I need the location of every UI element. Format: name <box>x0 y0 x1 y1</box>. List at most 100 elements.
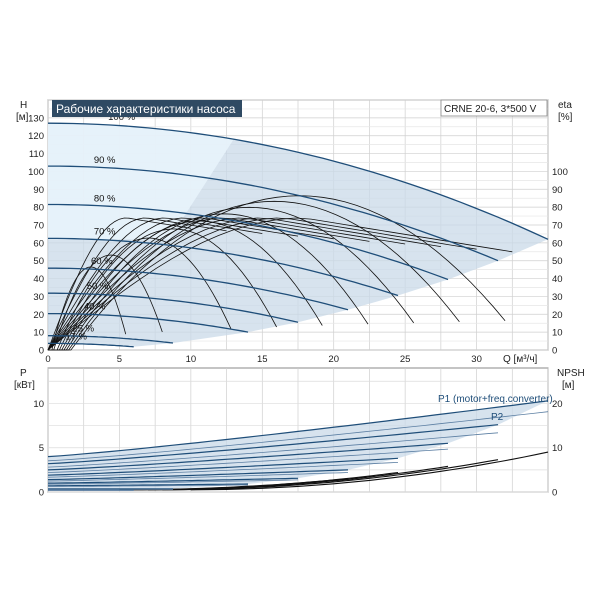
speed-labels: 100 % 90 % 80 % 70 % 60 % 50 % 40 % 25 %17 % <box>65 112 135 342</box>
efficiency-curve <box>48 195 506 351</box>
head-curve <box>48 237 399 297</box>
power-p1-curve <box>47 457 399 476</box>
power-p1-curve <box>48 483 249 487</box>
y-tick-label: 50 <box>33 256 44 267</box>
npsh-tick-label: 20 <box>552 399 563 410</box>
efficiency-curve-thin <box>47 217 191 351</box>
p-axis-label: P <box>20 368 27 379</box>
legend-p2: P2 <box>491 412 504 423</box>
power-curves <box>47 400 549 491</box>
head-curve <box>48 267 349 311</box>
y2-tick-label: 20 <box>552 310 563 321</box>
efficiency-curve-thin <box>47 217 441 351</box>
y2-tick-label: 10 <box>552 328 563 339</box>
y2-tick-label: 70 <box>552 221 563 232</box>
power-envelope <box>48 400 548 491</box>
y-tick-label: 20 <box>33 310 44 321</box>
p-axis-unit: [кВт] <box>14 380 35 391</box>
y-axis-label: H <box>20 100 27 111</box>
power-p2-curve <box>47 432 499 468</box>
title-background <box>52 100 242 117</box>
speed-label: 17 % <box>65 331 87 342</box>
p-tick-label: 0 <box>39 488 44 499</box>
y2-tick-label: 40 <box>552 274 563 285</box>
speed-label: 100 % <box>108 112 135 123</box>
x-axis-unit: Q [м³/ч] <box>503 354 538 365</box>
y2-axis-label: eta <box>558 100 572 111</box>
y2-tick-label: 30 <box>552 292 563 303</box>
npsh-curves <box>119 451 549 491</box>
y2-tick-label: 60 <box>552 238 563 249</box>
y2-tick-label: 80 <box>552 203 563 214</box>
y-tick-label: 30 <box>33 292 44 303</box>
npsh-axis-label: NPSH <box>557 368 585 379</box>
y-tick-label: 10 <box>33 328 44 339</box>
y-axis-unit: [м] <box>16 112 29 123</box>
efficiency-curve-thin <box>47 217 370 351</box>
head-curve <box>48 292 299 323</box>
efficiency-curve-thin <box>47 217 477 351</box>
x-tick-label: 30 <box>471 354 482 365</box>
x-tick-label: 0 <box>45 354 50 365</box>
y-tick-label: 110 <box>29 149 44 160</box>
npsh-curve <box>190 451 549 491</box>
speed-label: 70 % <box>94 226 116 237</box>
p-tick-label: 5 <box>39 443 44 454</box>
head-curve <box>48 342 134 348</box>
npsh-tick-label: 10 <box>552 443 563 454</box>
model-label: CRNE 20-6, 3*500 V <box>444 104 537 115</box>
speed-label: 80 % <box>94 193 116 204</box>
y-tick-label: 90 <box>33 185 44 196</box>
power-envelope-area <box>48 400 548 491</box>
head-curve <box>47 122 549 240</box>
p-tick-label: 10 <box>33 399 44 410</box>
power-p2-curve <box>47 479 299 485</box>
speed-label: 40 % <box>84 302 106 313</box>
operating-envelope <box>48 123 548 347</box>
power-p2-curve <box>47 472 349 482</box>
y-tick-label: 80 <box>33 203 44 214</box>
speed-label: 60 % <box>91 256 113 267</box>
power-p2-curve <box>47 462 399 478</box>
legend-p1: P1 (motor+freq.converter) <box>438 394 553 405</box>
power-p1-curve <box>47 442 449 471</box>
power-p2-curve <box>47 411 549 462</box>
y2-tick-label: 0 <box>552 346 557 357</box>
y-tick-label: 60 <box>33 238 44 249</box>
efficiency-curve <box>48 200 460 351</box>
y-tick-label: 70 <box>33 221 44 232</box>
power-p1-curve <box>47 469 349 481</box>
power-p2-curve <box>47 448 449 473</box>
highlight-area <box>48 123 234 240</box>
y-tick-label: 130 <box>28 113 44 124</box>
speed-label: 25 % <box>72 324 94 335</box>
y2-axis-unit: [%] <box>558 112 573 123</box>
power-plot-ticks: 0 5 10 0 10 20 <box>33 399 562 499</box>
efficiency-curve-thin <box>47 217 227 351</box>
efficiency-curve <box>48 206 415 351</box>
y-tick-label: 100 <box>28 167 44 178</box>
x-tick-label: 20 <box>328 354 339 365</box>
y2-tick-label: 50 <box>552 256 563 267</box>
head-curves <box>47 122 549 348</box>
x-tick-label: 10 <box>186 354 197 365</box>
chart-title: Рабочие характеристики насоса <box>56 102 236 116</box>
power-p2-curve <box>48 484 248 487</box>
npsh-tick-label: 0 <box>552 488 557 499</box>
x-tick-label: 15 <box>257 354 268 365</box>
head-curves-plot: 100 % 90 % 80 % 70 % 60 % 50 % 40 % 25 %17 % 0 5… <box>16 99 573 365</box>
power-p1-curve <box>47 400 549 458</box>
power-npsh-plot: 0 5 10 0 10 20 P [кВт] NPSH [м] P1 (motor+fre… <box>14 367 585 499</box>
model-label-box <box>440 99 548 117</box>
efficiency-curve <box>48 237 232 351</box>
npsh-axis-unit: [м] <box>562 380 575 391</box>
y-tick-label: 40 <box>33 274 44 285</box>
head-plot-ticks: 0 5 10 15 20 25 300102030405060708090100110120… <box>28 113 568 365</box>
speed-label: 90 % <box>94 155 116 166</box>
x-tick-label: 5 <box>117 354 122 365</box>
speed-label: 50 % <box>87 281 109 292</box>
y2-tick-label: 90 <box>552 185 563 196</box>
power-p1-curve <box>48 477 299 484</box>
efficiency-curve-thin <box>47 217 513 351</box>
